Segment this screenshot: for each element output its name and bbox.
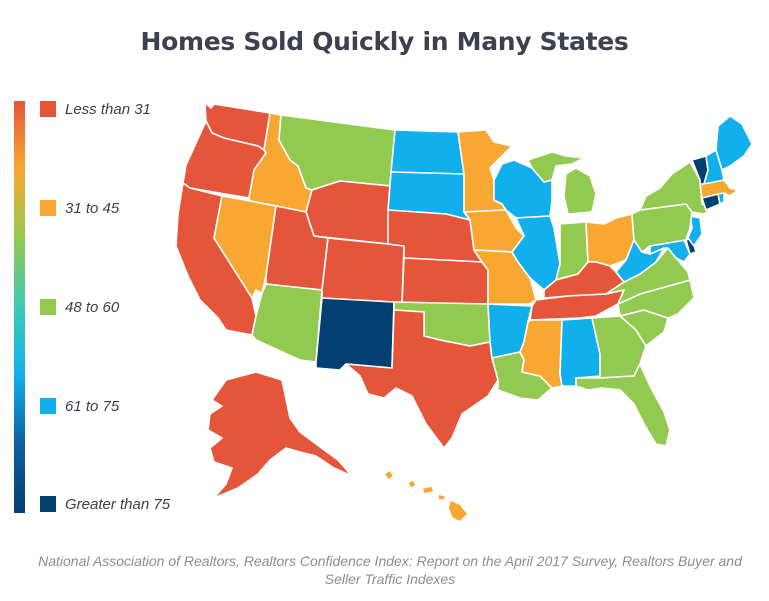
legend-swatch <box>40 200 56 216</box>
state-maryland[interactable] <box>649 239 691 263</box>
source-citation: National Association of Realtors, Realto… <box>38 553 742 587</box>
legend-label: 61 to 75 <box>65 397 120 415</box>
legend-item-31-to-45: 31 to 45 <box>40 198 119 218</box>
state-wyoming[interactable] <box>305 180 392 245</box>
legend-label: 31 to 45 <box>65 199 120 217</box>
state-north-dakota[interactable] <box>390 129 465 175</box>
legend-swatch <box>40 101 56 117</box>
legend-swatch <box>40 398 56 414</box>
state-massachusetts[interactable] <box>699 179 739 199</box>
state-new-mexico[interactable] <box>315 297 395 371</box>
legend-swatch <box>40 299 56 315</box>
legend-gradient-bar <box>14 101 25 513</box>
legend-swatch <box>40 496 56 512</box>
legend-label: Less than 31 <box>65 100 151 118</box>
legend-label: Greater than 75 <box>65 495 171 513</box>
state-alaska[interactable] <box>207 371 353 499</box>
state-texas[interactable] <box>345 309 499 449</box>
legend-item-greater-than-75: Greater than 75 <box>40 494 170 514</box>
state-colorado[interactable] <box>321 237 405 305</box>
legend-item-48-to-60: 48 to 60 <box>40 297 119 317</box>
state-arizona[interactable] <box>251 283 323 363</box>
state-florida[interactable] <box>575 363 671 447</box>
state-michigan[interactable] <box>527 151 597 215</box>
legend-item-61-to-75: 61 to 75 <box>40 396 119 416</box>
state-new-jersey[interactable] <box>687 215 703 247</box>
map-title: Homes Sold Quickly in Many States <box>140 27 629 56</box>
state-hawaii[interactable] <box>383 469 469 523</box>
legend-item-less-than-31: Less than 31 <box>40 99 151 119</box>
legend-label: 48 to 60 <box>65 298 120 316</box>
state-kansas[interactable] <box>401 257 489 305</box>
state-maine[interactable] <box>715 115 753 171</box>
state-tennessee[interactable] <box>529 289 625 321</box>
